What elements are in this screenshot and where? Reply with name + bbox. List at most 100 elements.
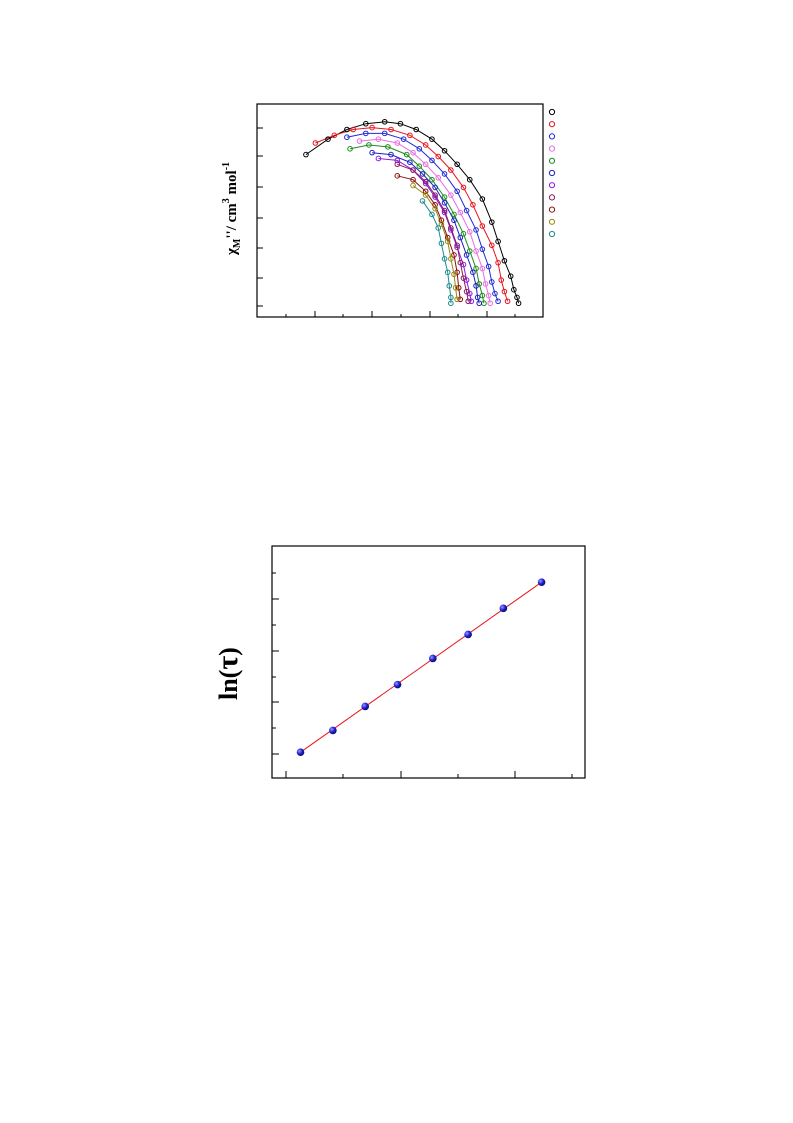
chart1-point-s7-10 <box>465 298 471 305</box>
chart1-legend-marker-5 <box>548 169 556 177</box>
chart1-point-s8-4 <box>438 217 445 224</box>
chart2-point-1 <box>329 726 337 735</box>
chart1-point-s2-14 <box>495 298 501 305</box>
chart1-point-s1-8 <box>448 167 454 173</box>
chart1-point-s0-12 <box>489 219 495 225</box>
chart1-point-s6-11 <box>468 298 475 305</box>
chart1-point-s9-0 <box>410 182 416 189</box>
chart1-point-s4-8 <box>460 230 467 237</box>
chart1-point-s8-5 <box>444 234 451 241</box>
chart1-point-s3-5 <box>435 174 442 181</box>
chart1-point-s6-1 <box>394 157 401 164</box>
chart1-fit-curve-1 <box>315 127 509 302</box>
chart1-point-s4-1 <box>366 142 372 148</box>
chart1-point-s6-4 <box>432 194 438 200</box>
chart1-point-s9-4 <box>444 238 451 245</box>
chart1-point-s4-6 <box>441 194 448 200</box>
chart2-point-7 <box>537 578 546 586</box>
chart1-fit-curve-0 <box>305 121 520 304</box>
chart1-point-s5-9 <box>470 269 476 276</box>
chart1-point-s2-0 <box>344 134 350 141</box>
chart1-point-s7-9 <box>463 288 470 295</box>
chart1-point-s8-3 <box>432 201 438 208</box>
chart1-point-s6-7 <box>454 244 460 251</box>
chart1-point-s8-9 <box>457 296 464 303</box>
chart1-point-s0-8 <box>441 147 448 154</box>
chart1-point-s2-6 <box>441 171 448 177</box>
chart1-point-s4-2 <box>385 144 391 150</box>
chart1-point-s2-11 <box>485 263 492 270</box>
chart1-legend-marker-9 <box>548 218 556 225</box>
chart1-point-s1-14 <box>498 277 505 283</box>
chart1-point-s5-12 <box>476 300 483 307</box>
chart1-legend-marker-10 <box>548 230 556 238</box>
chart1-point-s5-0 <box>369 149 375 156</box>
chart1-fit-curve-9 <box>412 185 458 300</box>
chart1-point-s2-1 <box>363 130 369 137</box>
chart1-point-s7-7 <box>457 259 464 266</box>
chart1-point-s0-13 <box>495 238 501 245</box>
chart1-point-s6-3 <box>422 180 429 187</box>
chart1-point-s0-15 <box>507 273 514 279</box>
chart1-point-s7-4 <box>441 207 448 214</box>
chart1-point-s3-11 <box>482 281 489 287</box>
chart1-point-s1-16 <box>504 298 511 305</box>
chart1-fit-curve-10 <box>422 200 452 304</box>
chart1-point-s2-8 <box>463 207 470 214</box>
chart2-point-3 <box>393 680 402 689</box>
chart1-point-s2-2 <box>381 130 388 137</box>
chart1-point-s1-5 <box>407 132 413 139</box>
chart1-point-s3-2 <box>394 140 401 146</box>
chart1-point-s0-14 <box>501 257 508 264</box>
chart1-point-s1-11 <box>479 223 486 229</box>
chart1-point-s4-12 <box>479 292 486 299</box>
chart1-point-s2-5 <box>429 157 435 164</box>
chart1-fit-curve-5 <box>372 152 480 304</box>
chart1-point-s1-0 <box>312 140 319 146</box>
chart1-point-s5-6 <box>451 217 457 224</box>
chart1-point-s6-6 <box>448 227 454 233</box>
chart1-point-s8-2 <box>422 188 429 195</box>
chart1-point-s1-13 <box>495 259 501 266</box>
chart2-x-ticks <box>285 771 573 778</box>
chart2-point-2 <box>361 702 370 711</box>
chart2-point-5 <box>464 630 472 639</box>
chart1-point-s4-0 <box>347 146 353 152</box>
chart1-point-s0-4 <box>381 118 388 125</box>
chart1-point-s9-5 <box>448 256 454 262</box>
chart2-data-points <box>296 578 546 756</box>
chart2-point-0 <box>296 748 305 756</box>
chart1-point-s5-4 <box>432 184 438 191</box>
chart1-point-s10-3 <box>438 240 445 247</box>
chart1-point-s1-1 <box>331 132 338 139</box>
chart1-point-s7-2 <box>422 178 429 185</box>
chart1-point-s1-15 <box>501 288 508 295</box>
chart1-point-s9-7 <box>452 284 459 291</box>
chart1-point-s3-8 <box>466 229 473 235</box>
chart1-point-s7-1 <box>410 167 416 173</box>
chart1-point-s0-16 <box>511 286 517 293</box>
chart1-point-s3-9 <box>473 248 479 254</box>
chart1-y-axis-label: χM''/ cm3 mol-1 <box>221 162 243 256</box>
chart1-point-s1-12 <box>489 242 495 249</box>
chart1-point-s8-0 <box>394 173 401 179</box>
chart1-point-s1-7 <box>435 153 442 160</box>
chart1-point-s8-6 <box>451 252 457 258</box>
chart1-point-s9-6 <box>451 271 457 278</box>
chart1-point-s8-1 <box>410 176 416 183</box>
chart2-point-6 <box>499 604 508 613</box>
chart1-point-s2-3 <box>400 136 407 142</box>
chart1-point-s5-8 <box>463 252 470 258</box>
chart1-fit-curve-3 <box>359 138 491 304</box>
chart1-point-s2-13 <box>492 290 498 297</box>
chart1-y-ticks <box>257 127 263 307</box>
chart1-fit-curves <box>305 121 520 304</box>
chart1-point-s0-11 <box>479 196 486 202</box>
chart1-point-s0-9 <box>454 161 460 168</box>
chart1-point-s0-7 <box>429 136 435 142</box>
chart1-point-s3-1 <box>375 136 382 142</box>
chart1-point-s10-8 <box>448 300 454 307</box>
chart1-legend <box>548 108 556 238</box>
chart1-point-s8-8 <box>455 284 462 291</box>
